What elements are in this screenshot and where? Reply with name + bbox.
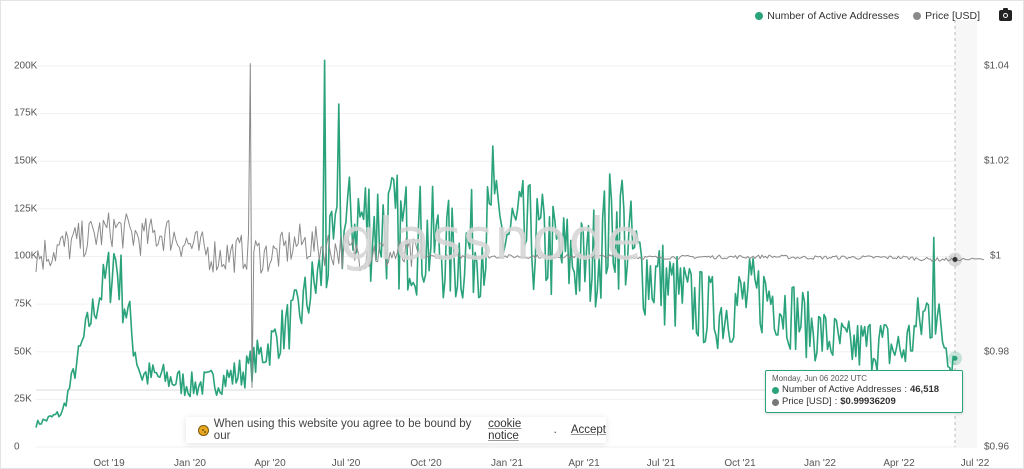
cookie-notice-link[interactable]: cookie notice <box>488 418 522 442</box>
y-right-tick: $0.96 <box>984 441 1010 453</box>
cookie-banner: When using this website you agree to be … <box>186 417 606 443</box>
tooltip-row-active-addresses: Number of Active Addresses: 46,518 <box>772 384 956 396</box>
legend-label: Number of Active Addresses <box>767 10 900 22</box>
x-tick: Oct '19 <box>93 458 125 469</box>
chart-tooltip: Monday, Jun 06 2022 UTC Number of Active… <box>765 370 963 413</box>
legend-dot-icon <box>913 12 922 20</box>
tooltip-value: 46,518 <box>909 384 940 395</box>
active-addresses-line <box>35 59 956 428</box>
y-right-tick: $1 <box>990 250 1002 262</box>
x-tick: Oct '21 <box>724 458 756 469</box>
price-marker <box>952 257 958 263</box>
price-line <box>35 63 985 388</box>
tooltip-date: Monday, Jun 06 2022 UTC <box>772 374 868 383</box>
x-tick: Jan '22 <box>804 458 836 469</box>
y-right-tick: $1.04 <box>984 60 1010 72</box>
legend-item-price[interactable]: Price [USD] <box>913 10 980 22</box>
accept-button[interactable]: Accept <box>570 424 607 436</box>
y-left-tick: 200K <box>14 60 38 72</box>
cookie-text: When using this website you agree to be … <box>213 418 472 442</box>
series-dot-icon <box>772 398 779 406</box>
y-left-tick: 75K <box>14 298 32 310</box>
y-left-tick: 125K <box>14 203 38 215</box>
x-tick: Jan '20 <box>174 458 206 469</box>
x-tick: Jul '21 <box>646 458 676 469</box>
x-tick: Jan '21 <box>491 458 523 469</box>
tooltip-value: $0.99936209 <box>840 396 896 407</box>
y-left-tick: 175K <box>14 107 38 119</box>
series-dot-icon <box>772 386 779 394</box>
active-addresses-marker <box>952 355 958 361</box>
x-tick: Oct '20 <box>410 458 442 469</box>
x-tick: Jul '22 <box>960 458 990 469</box>
legend-label: Price [USD] <box>925 10 980 22</box>
tooltip-row-price: Price [USD]: $0.99936209 <box>772 396 956 408</box>
x-tick: Jul '20 <box>331 458 361 469</box>
y-left-tick: 0 <box>14 441 20 453</box>
future-region <box>955 20 977 448</box>
x-tick: Apr '21 <box>568 458 600 469</box>
y-left-tick: 25K <box>14 393 32 405</box>
y-right-tick: $1.02 <box>984 155 1010 167</box>
x-tick: Apr '20 <box>254 458 286 469</box>
y-left-tick: 150K <box>14 155 38 167</box>
tooltip-label: Price [USD] <box>782 396 832 407</box>
watermark: glassnode <box>340 205 643 273</box>
y-left-tick: 50K <box>14 346 32 358</box>
cookie-icon <box>198 424 209 436</box>
camera-icon[interactable] <box>999 8 1012 21</box>
y-right-tick: $0.98 <box>984 346 1010 358</box>
cookie-period: . <box>553 424 557 436</box>
legend: Number of Active Addresses Price [USD] <box>755 10 980 22</box>
x-tick: Apr '22 <box>883 458 915 469</box>
legend-item-active-addresses[interactable]: Number of Active Addresses <box>755 10 899 22</box>
y-left-tick: 100K <box>14 250 38 262</box>
tooltip-label: Number of Active Addresses <box>782 384 902 395</box>
legend-dot-icon <box>755 12 764 20</box>
